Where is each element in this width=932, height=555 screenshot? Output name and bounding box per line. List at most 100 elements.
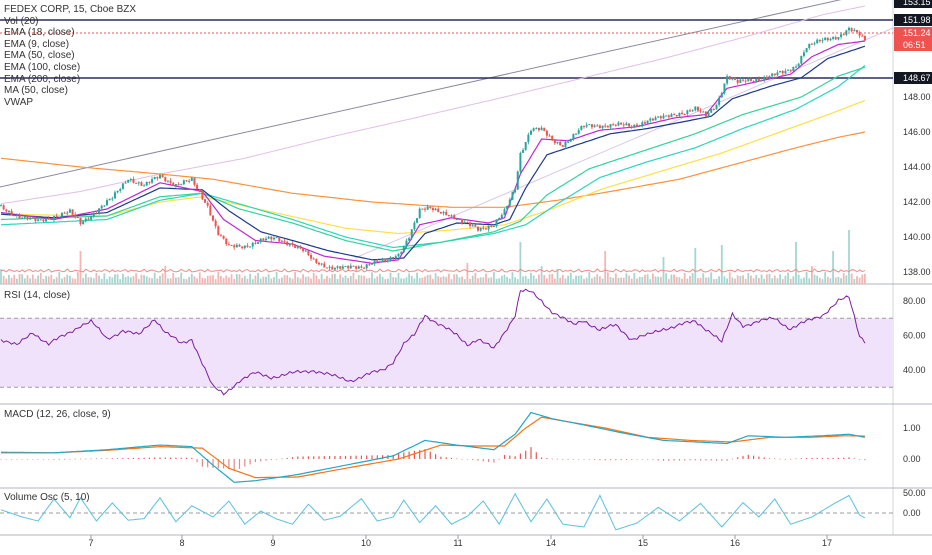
volume-bar: [535, 278, 538, 284]
candle-body: [747, 78, 750, 82]
candle-body: [349, 265, 352, 269]
indicator-ema100[interactable]: EMA (100, close): [4, 61, 81, 73]
candle-body: [598, 125, 601, 129]
macd-histogram-bar: [26, 459, 29, 460]
volume-bar: [744, 279, 747, 284]
candle-body: [853, 29, 856, 32]
macd-histogram-bar: [244, 459, 246, 467]
indicator-vol[interactable]: Vol (20): [4, 15, 39, 27]
indicator-ema9[interactable]: EMA (9, close): [4, 38, 70, 50]
candle-body: [665, 115, 668, 117]
macd-histogram-bar: [710, 459, 712, 461]
volume-bar: [421, 277, 424, 284]
support-price-tag: 148.67: [903, 73, 931, 83]
macd-histogram-bar: [556, 458, 559, 460]
candle-body: [251, 242, 254, 247]
macd-histogram-bar: [350, 455, 352, 459]
macd-histogram-bar: [853, 458, 855, 459]
macd-pane-label[interactable]: MACD (12, 26, close, 9): [4, 409, 111, 420]
volume-bar: [853, 278, 856, 284]
volume-bar: [739, 275, 742, 284]
candle-body: [760, 79, 763, 81]
rsi-line: [0, 288, 866, 396]
volume-bar: [567, 275, 569, 284]
candle-body: [384, 258, 387, 261]
macd-histogram-bar: [753, 455, 755, 459]
x-axis-label: 16: [730, 538, 740, 548]
macd-histogram-bar: [11, 459, 13, 460]
candle-body: [779, 71, 782, 73]
volume-bar: [834, 277, 837, 284]
volume-bar: [803, 277, 805, 284]
candle-body: [18, 214, 21, 219]
candle-body: [318, 262, 320, 265]
indicator-ema200[interactable]: EMA (200, close): [4, 73, 81, 85]
volume-bar: [151, 278, 153, 284]
volume-bar: [13, 274, 16, 284]
candle-body: [474, 225, 477, 227]
candle-body: [490, 225, 493, 227]
indicator-ema50[interactable]: EMA (50, close): [4, 50, 75, 62]
candle-body: [92, 213, 95, 216]
symbol-line[interactable]: FEDEX CORP, 15, Cboe BZX: [4, 4, 137, 15]
volume-bar: [400, 278, 403, 284]
price-axis-label: 140.00: [903, 232, 931, 242]
macd-histogram-bar: [806, 458, 808, 459]
rsi-pane-label[interactable]: RSI (14, close): [4, 290, 71, 301]
macd-histogram-bar: [318, 456, 320, 459]
macd-histogram-bar: [53, 459, 55, 460]
candle-body: [699, 110, 702, 112]
macd-histogram-bar: [800, 458, 802, 459]
indicator-ma50[interactable]: MA (50, close): [4, 85, 68, 97]
volume-bar: [249, 273, 251, 284]
candle-body: [503, 209, 506, 216]
candle-body: [702, 111, 705, 113]
volume-bar: [408, 273, 410, 284]
candle-body: [620, 122, 623, 125]
candle-body: [795, 66, 797, 68]
volume-bar: [418, 278, 421, 284]
volume-bar: [23, 278, 26, 284]
candle-body: [824, 37, 827, 41]
volume-bar: [447, 273, 450, 284]
candle-body: [219, 235, 222, 237]
macd-histogram-bar: [111, 458, 113, 459]
volume-bar: [805, 272, 808, 284]
indicator-ema18[interactable]: EMA (18, close): [4, 27, 75, 39]
candle-body: [609, 124, 612, 128]
volume-osc-pane-label[interactable]: Volume Osc (5, 10): [4, 492, 90, 503]
volume-bar: [230, 274, 233, 284]
macd-histogram-bar: [684, 459, 686, 461]
candle-body: [2, 205, 5, 210]
candle-body: [299, 246, 302, 249]
macd-histogram-bar: [217, 459, 219, 469]
macd-histogram-bar: [419, 449, 421, 459]
candle-body: [5, 209, 8, 212]
candle-body: [569, 138, 572, 142]
candle-body: [821, 40, 824, 42]
volume-bar: [288, 277, 291, 284]
candle-body: [495, 219, 498, 227]
volume-bar: [291, 278, 294, 284]
macd-histogram-bar: [291, 457, 294, 459]
volume-bar: [500, 275, 503, 284]
candle-body: [641, 122, 644, 126]
volume-bar: [315, 275, 318, 284]
candle-body: [166, 180, 169, 182]
candle-body: [82, 221, 85, 225]
volume-bar: [82, 277, 85, 284]
macd-axis-label: 0.00: [903, 454, 921, 464]
indicator-vwap[interactable]: VWAP: [4, 96, 34, 108]
candle-body: [151, 179, 154, 183]
volume-bar: [278, 278, 281, 284]
volume-bar: [553, 278, 556, 284]
volume-bar: [593, 276, 596, 284]
volume-bar: [84, 273, 87, 284]
volume-bar: [736, 275, 739, 284]
volume-bar: [461, 276, 463, 284]
candle-body: [781, 71, 784, 74]
volume-bar: [410, 275, 413, 284]
macd-histogram-bar: [466, 459, 468, 460]
price-axis-label: 142.00: [903, 197, 931, 207]
